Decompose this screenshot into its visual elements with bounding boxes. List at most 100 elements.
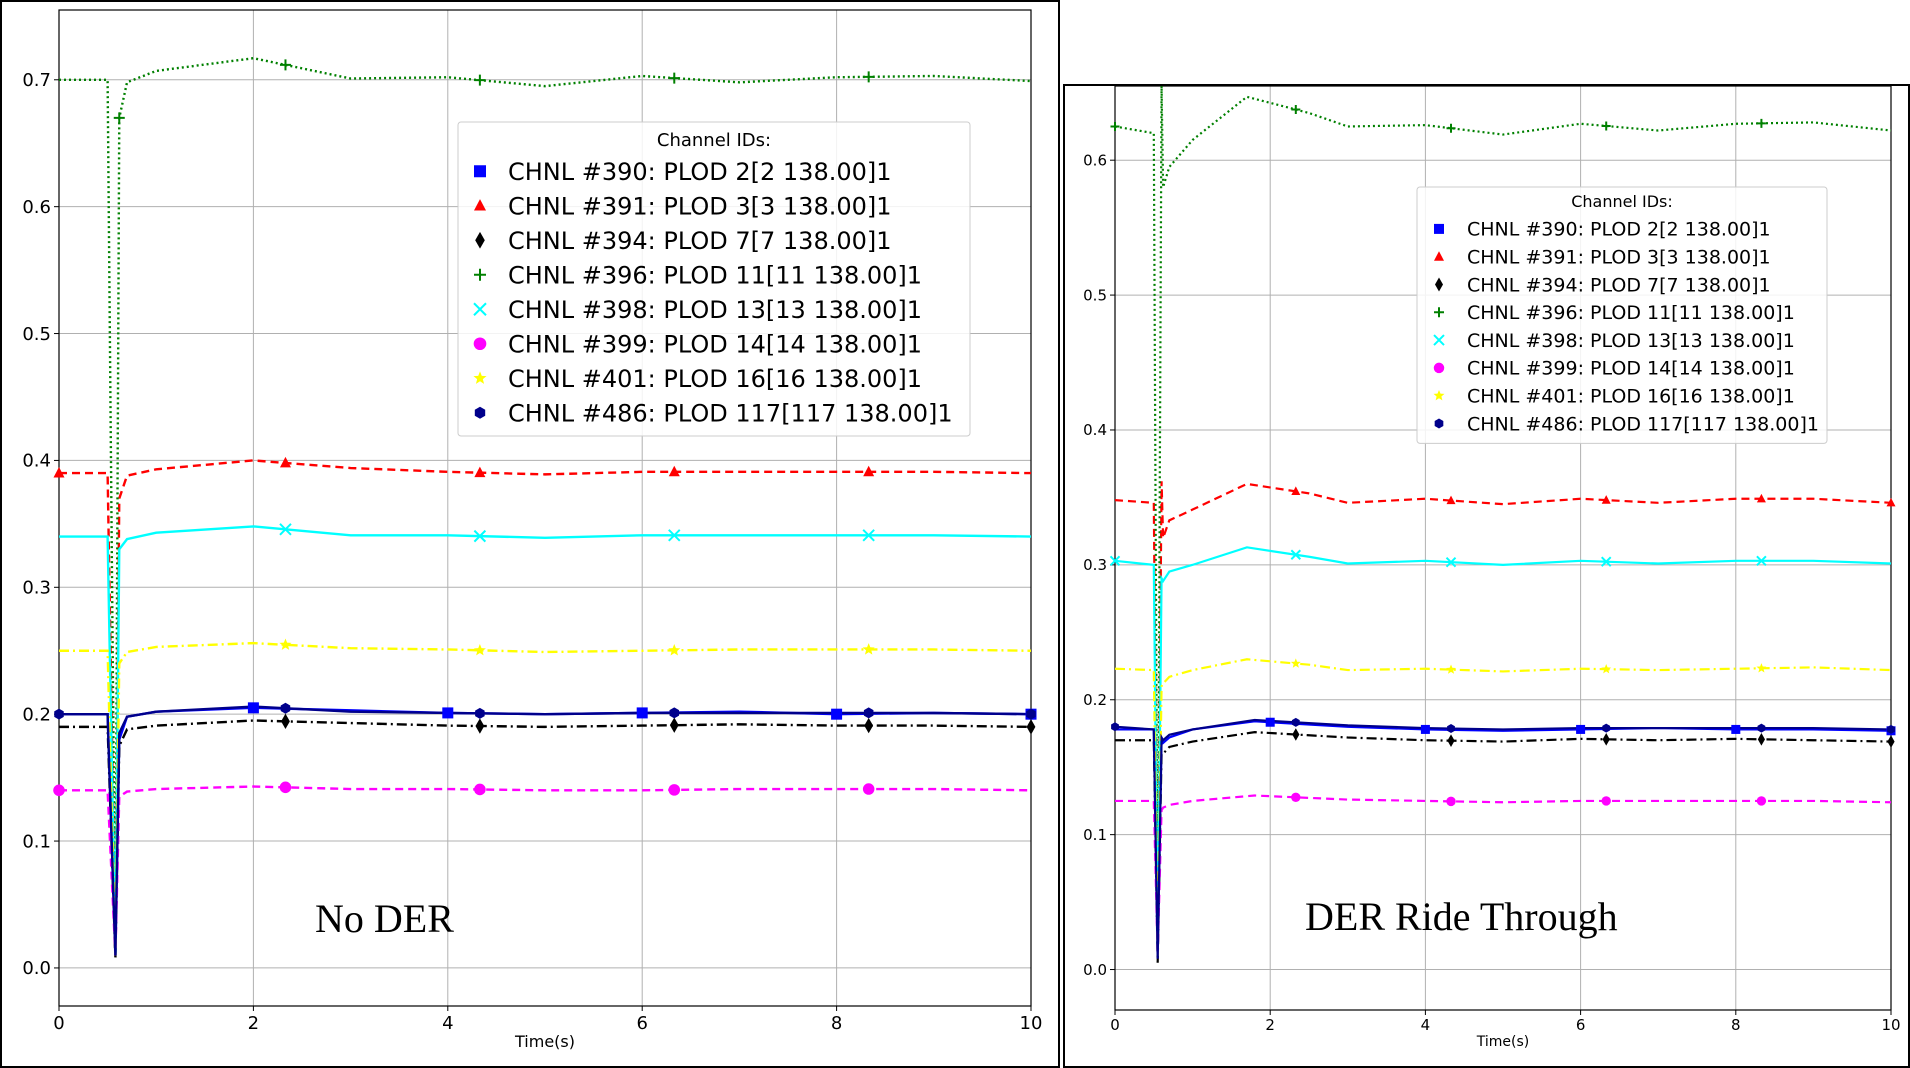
- series-lines: [59, 56, 1032, 958]
- tick-labels: 0 2 4 6 8 10 0.0 0.1 0.2 0.3 0.4 0.5 0.6 0.7: [22, 70, 1042, 1034]
- series-line: [59, 706, 1032, 956]
- chart-der-ride-through: 0 2 4 6 8 10 0.0 0.1 0.2 0.3 0.4 0.5 0.6 Time(s) Chann…: [1083, 86, 1901, 1050]
- x-tick-label: 0: [53, 1013, 64, 1034]
- chart-panel-no-der: 0 2 4 6 8 10 0.0 0.1 0.2 0.3 0.4 0.5 0.6 0.7 Time(s) Ch…: [0, 0, 1060, 1068]
- star-marker: [668, 644, 681, 656]
- hexagon-marker: [1434, 418, 1444, 429]
- series-line: [1114, 546, 1892, 957]
- x-marker: [279, 523, 292, 536]
- plus-marker: [668, 72, 680, 84]
- diamond-marker: [1602, 733, 1610, 746]
- plus-marker: [1756, 118, 1766, 128]
- legend-entry-label: CHNL #401: PLOD 16[16 138.00]1: [508, 365, 922, 393]
- circle-marker: [1446, 796, 1456, 807]
- tick-labels: 0 2 4 6 8 10 0.0 0.1 0.2 0.3 0.4 0.5 0.6: [1083, 151, 1900, 1034]
- y-tick-label: 0.7: [22, 70, 51, 91]
- y-tick-label: 0.4: [22, 451, 51, 472]
- series-line: [59, 719, 1032, 958]
- chart-panel-der-ride-through: 0 2 4 6 8 10 0.0 0.1 0.2 0.3 0.4 0.5 0.6 Time(s) Chann…: [1063, 84, 1910, 1068]
- plus-marker: [1110, 121, 1120, 131]
- legend-entry-label: CHNL #391: PLOD 3[3 138.00]1: [508, 192, 892, 220]
- star-marker: [1290, 658, 1301, 668]
- diamond-marker: [1757, 733, 1766, 746]
- series-line: [59, 525, 1032, 956]
- legend-entry-label: CHNL #394: PLOD 7[7 138.00]1: [508, 227, 892, 255]
- diamond-marker: [475, 718, 485, 734]
- x-tick-label: 10: [1020, 1013, 1043, 1034]
- circle-marker: [862, 783, 875, 795]
- x-marker: [862, 529, 875, 542]
- x-tick-label: 10: [1881, 1016, 1900, 1034]
- x-axis-label: Time(s): [514, 1032, 575, 1051]
- hexagon-marker: [280, 702, 291, 714]
- plot-area-frame: [58, 9, 1032, 1007]
- square-marker: [474, 165, 486, 178]
- y-tick-label: 0.3: [1083, 556, 1107, 574]
- legend: Channel IDs: CHNL #390: PLOD 2[2 138.00]1…: [457, 121, 971, 437]
- square-marker: [442, 707, 454, 719]
- diamond-marker: [1026, 719, 1036, 735]
- legend-entry-label: CHNL #398: PLOD 13[13 138.00]1: [1467, 330, 1795, 352]
- x-marker: [668, 529, 681, 542]
- hexagon-marker: [1111, 722, 1119, 732]
- x-tick-label: 4: [1421, 1016, 1431, 1034]
- plus-marker: [863, 71, 875, 83]
- x-marker: [1290, 549, 1302, 560]
- y-tick-label: 0.2: [22, 704, 51, 725]
- triangle-marker: [1756, 493, 1766, 503]
- series-line: [59, 705, 1032, 956]
- x-tick-label: 6: [636, 1013, 647, 1034]
- star-marker: [1433, 389, 1445, 401]
- hexagon-marker: [1291, 717, 1300, 727]
- series-lines: [1114, 86, 1892, 963]
- hexagon-marker: [54, 708, 64, 720]
- legend-entry-label: CHNL #396: PLOD 11[11 138.00]1: [1467, 302, 1795, 324]
- hexagon-marker: [475, 707, 485, 719]
- y-tick-label: 0.3: [22, 578, 51, 599]
- triangle-marker: [1291, 486, 1301, 495]
- triangle-marker: [1601, 495, 1611, 504]
- square-marker: [247, 702, 259, 714]
- x-tick-label: 0: [1110, 1016, 1120, 1034]
- x-tick-label: 8: [831, 1013, 842, 1034]
- plus-marker: [113, 112, 125, 124]
- star-marker: [473, 643, 486, 656]
- y-tick-label: 0.1: [1083, 826, 1107, 844]
- legend-entry-label: CHNL #399: PLOD 14[14 138.00]1: [1467, 358, 1795, 380]
- circle-marker: [1601, 796, 1611, 806]
- star-marker: [473, 371, 487, 384]
- series-line: [59, 459, 1032, 943]
- legend: Channel IDs: CHNL #390: PLOD 2[2 138.00]1…: [1416, 186, 1828, 444]
- hexagon-marker: [1757, 723, 1766, 733]
- hexagon-marker: [1887, 724, 1895, 734]
- hexagon-marker: [1026, 708, 1036, 720]
- y-tick-label: 0.2: [1083, 691, 1107, 709]
- triangle-marker: [279, 456, 291, 468]
- y-tick-label: 0.5: [1083, 286, 1107, 304]
- hexagon-marker: [669, 707, 680, 719]
- legend-title: Channel IDs:: [1571, 192, 1673, 211]
- series-line: [59, 641, 1032, 956]
- legend-title: Channel IDs:: [657, 130, 771, 151]
- triangle-marker: [53, 467, 65, 478]
- diamond-marker: [475, 231, 485, 249]
- x-marker: [1445, 556, 1457, 568]
- plus-marker: [474, 74, 486, 86]
- y-tick-label: 0.0: [1083, 961, 1107, 979]
- square-marker: [1420, 724, 1430, 734]
- plot-area-frame: [1114, 86, 1892, 1011]
- y-tick-label: 0.6: [1083, 151, 1107, 169]
- hexagon-marker: [474, 406, 486, 419]
- star-marker: [1601, 664, 1612, 674]
- chart-no-der: 0 2 4 6 8 10 0.0 0.1 0.2 0.3 0.4 0.5 0.6 0.7 Time(s) Ch…: [22, 9, 1042, 1051]
- plus-marker: [1601, 121, 1611, 131]
- legend-entry-label: CHNL #391: PLOD 3[3 138.00]1: [1467, 247, 1771, 269]
- legend-entry-label: CHNL #390: PLOD 2[2 138.00]1: [508, 158, 892, 186]
- square-marker: [1576, 724, 1586, 734]
- plus-marker: [1434, 307, 1444, 318]
- y-tick-label: 0.5: [22, 324, 51, 345]
- star-marker: [1756, 663, 1767, 673]
- square-marker: [1265, 717, 1275, 727]
- diamond-marker: [281, 713, 290, 730]
- legend-box: [1416, 186, 1828, 444]
